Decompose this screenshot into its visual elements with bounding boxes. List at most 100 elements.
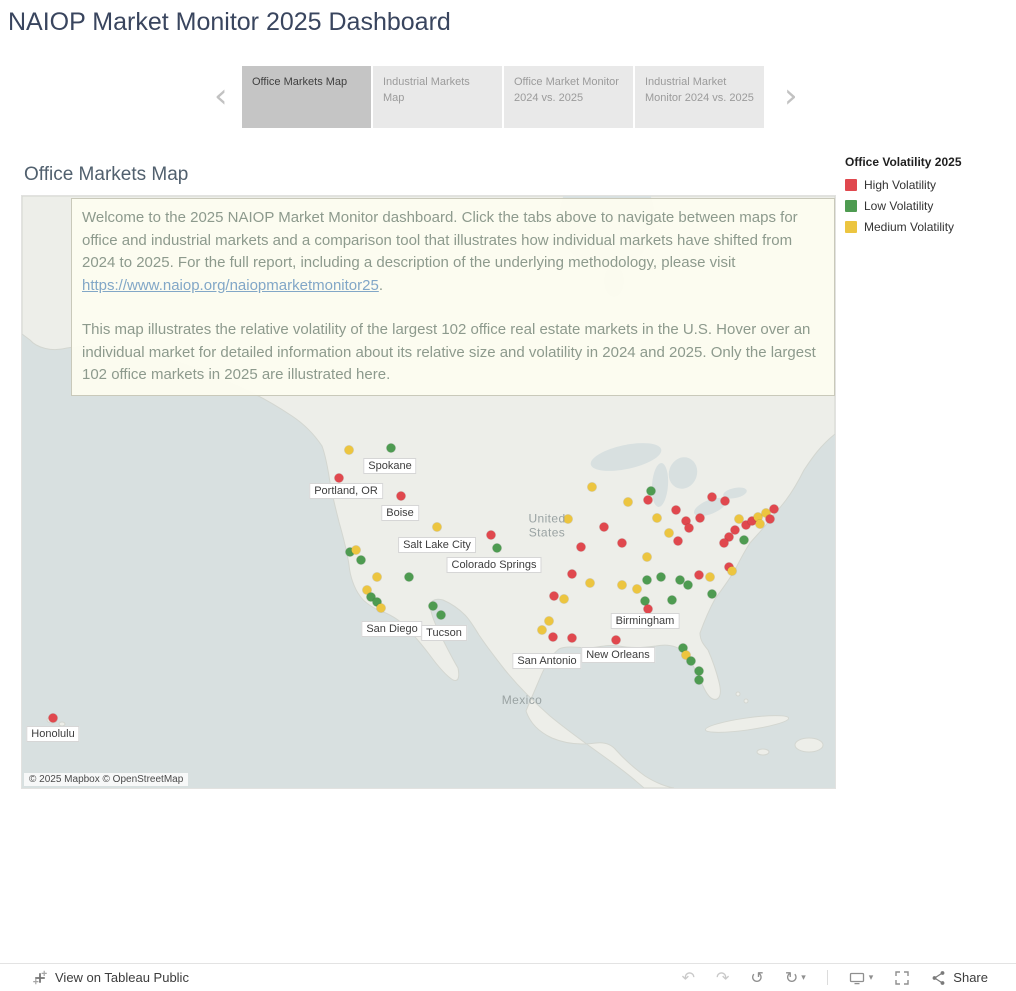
market-dot[interactable] — [686, 656, 696, 666]
market-dot[interactable] — [351, 545, 361, 555]
market-dot[interactable] — [753, 512, 763, 522]
market-dot[interactable] — [376, 603, 386, 613]
report-link[interactable]: https://www.naiop.org/naiopmarketmonitor… — [82, 276, 379, 294]
market-dot[interactable] — [436, 610, 446, 620]
market-dot[interactable] — [48, 713, 58, 723]
market-dot[interactable] — [372, 572, 382, 582]
market-dot[interactable] — [739, 535, 749, 545]
market-dot[interactable] — [548, 632, 558, 642]
tab-office-markets-map[interactable]: Office Markets Map — [242, 66, 371, 128]
market-dot[interactable] — [585, 578, 595, 588]
legend-item-label: High Volatility — [864, 178, 937, 192]
market-dot[interactable] — [617, 580, 627, 590]
tab-office-market-monitor-2024-vs-2025[interactable]: Office Market Monitor 2024 vs. 2025 — [504, 66, 633, 128]
market-dot[interactable] — [664, 528, 674, 538]
market-dot[interactable] — [492, 543, 502, 553]
market-dot[interactable] — [671, 505, 681, 515]
market-dot[interactable] — [642, 575, 652, 585]
market-dot[interactable] — [695, 513, 705, 523]
market-dot[interactable] — [632, 584, 642, 594]
market-dot[interactable] — [404, 572, 414, 582]
market-dot[interactable] — [707, 589, 717, 599]
refresh-menu-button[interactable]: ↻ ▾ — [785, 969, 806, 986]
market-dot[interactable] — [705, 572, 715, 582]
market-dot[interactable] — [707, 492, 717, 502]
map-canvas[interactable]: United States Mexico Spokane Portland, OR B… — [21, 195, 836, 789]
market-dot[interactable] — [683, 580, 693, 590]
market-dot[interactable] — [567, 569, 577, 579]
market-dot[interactable] — [640, 596, 650, 606]
market-dot[interactable] — [642, 552, 652, 562]
market-dot[interactable] — [681, 650, 691, 660]
market-dot[interactable] — [747, 516, 757, 526]
market-dot[interactable] — [345, 547, 355, 557]
legend-item-medium-volatility[interactable]: Medium Volatility — [845, 220, 1010, 234]
market-dot[interactable] — [599, 522, 609, 532]
market-dot[interactable] — [356, 555, 366, 565]
view-on-tableau-public-button[interactable]: View on Tableau Public — [32, 970, 189, 986]
market-dot[interactable] — [344, 445, 354, 455]
tabs-scroll-left-icon[interactable]: ‹ — [214, 76, 228, 116]
market-dot[interactable] — [769, 504, 779, 514]
market-dot[interactable] — [765, 514, 775, 524]
market-dot[interactable] — [432, 522, 442, 532]
revert-icon[interactable]: ↺ — [750, 967, 764, 987]
market-dot[interactable] — [362, 585, 372, 595]
market-dot[interactable] — [719, 538, 729, 548]
market-dot[interactable] — [587, 482, 597, 492]
market-dot[interactable] — [741, 520, 751, 530]
market-dot[interactable] — [724, 532, 734, 542]
legend-item-low-volatility[interactable]: Low Volatility — [845, 199, 1010, 213]
legend-item-high-volatility[interactable]: High Volatility — [845, 178, 1010, 192]
market-dot[interactable] — [761, 508, 771, 518]
market-dot[interactable] — [643, 495, 653, 505]
market-dot[interactable] — [559, 594, 569, 604]
market-dot[interactable] — [643, 604, 653, 614]
market-dot[interactable] — [386, 443, 396, 453]
market-dot[interactable] — [673, 536, 683, 546]
market-dot[interactable] — [567, 633, 577, 643]
tabs-scroll-right-icon[interactable]: › — [784, 76, 798, 116]
market-dot[interactable] — [720, 496, 730, 506]
market-dot[interactable] — [694, 570, 704, 580]
market-dot[interactable] — [372, 597, 382, 607]
market-dot[interactable] — [537, 625, 547, 635]
tab-industrial-market-monitor-2024-vs-2025[interactable]: Industrial Market Monitor 2024 vs. 2025 — [635, 66, 764, 128]
market-dot[interactable] — [755, 519, 765, 529]
undo-icon[interactable]: ↶ — [681, 967, 696, 987]
market-dot[interactable] — [611, 635, 621, 645]
market-dot[interactable] — [681, 516, 691, 526]
market-dot[interactable] — [576, 542, 586, 552]
device-layout-menu-button[interactable]: ▾ — [849, 970, 873, 986]
market-dot[interactable] — [646, 486, 656, 496]
market-dot[interactable] — [366, 592, 376, 602]
view-on-tableau-public-label: View on Tableau Public — [55, 970, 189, 985]
market-dot[interactable] — [675, 575, 685, 585]
market-dot[interactable] — [549, 591, 559, 601]
city-label-salt-lake-city: Salt Lake City — [398, 537, 476, 553]
fullscreen-icon[interactable] — [894, 970, 910, 986]
market-dot[interactable] — [334, 473, 344, 483]
map-attribution[interactable]: © 2025 Mapbox © OpenStreetMap — [24, 773, 189, 786]
market-dot[interactable] — [734, 514, 744, 524]
market-dot[interactable] — [667, 595, 677, 605]
market-dot[interactable] — [727, 566, 737, 576]
market-dot[interactable] — [694, 666, 704, 676]
market-dot[interactable] — [730, 525, 740, 535]
market-dot[interactable] — [563, 514, 573, 524]
market-dot[interactable] — [623, 497, 633, 507]
market-dot[interactable] — [694, 675, 704, 685]
market-dot[interactable] — [428, 601, 438, 611]
market-dot[interactable] — [656, 572, 666, 582]
market-dot[interactable] — [396, 491, 406, 501]
market-dot[interactable] — [684, 523, 694, 533]
share-button[interactable]: Share — [931, 970, 988, 986]
market-dot[interactable] — [652, 513, 662, 523]
market-dot[interactable] — [617, 538, 627, 548]
market-dot[interactable] — [544, 616, 554, 626]
market-dot[interactable] — [486, 530, 496, 540]
market-dot[interactable] — [678, 643, 688, 653]
tab-industrial-markets-map[interactable]: Industrial Markets Map — [373, 66, 502, 128]
redo-icon[interactable]: ↷ — [716, 967, 730, 987]
page-title: NAIOP Market Monitor 2025 Dashboard — [8, 8, 451, 36]
